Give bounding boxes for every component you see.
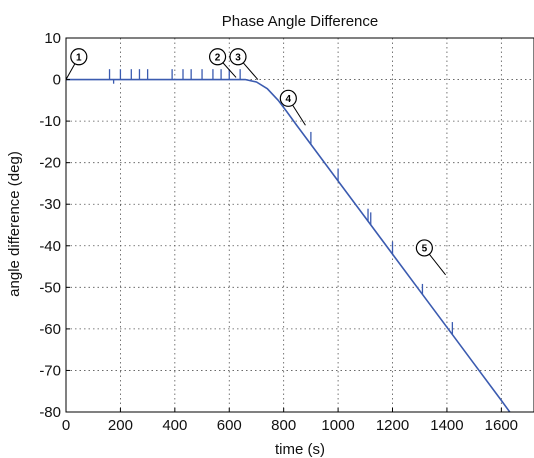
y-tick-label: 0 <box>53 72 61 89</box>
annotation-leader <box>242 62 259 80</box>
annotation-leader <box>428 253 446 276</box>
x-axis-ticks: 0 200 400 600 800 1000 1200 1400 1600 <box>62 408 518 434</box>
plot-area <box>66 38 534 412</box>
annotation-label: 4 <box>286 94 292 105</box>
annotation-label: 2 <box>215 52 221 63</box>
y-tick-label: -20 <box>39 155 61 172</box>
y-tick-label: -30 <box>39 196 61 213</box>
annotation-leader <box>65 63 76 80</box>
x-tick-label: 1000 <box>321 417 354 434</box>
annotation-marker-5: 5 <box>415 239 446 276</box>
y-tick-label: -50 <box>39 279 61 296</box>
chart-title: Phase Angle Difference <box>222 13 379 30</box>
x-tick-label: 200 <box>108 417 133 434</box>
series-line-0 <box>66 78 511 412</box>
annotation-marker-1: 1 <box>65 48 88 80</box>
y-tick-label: -10 <box>39 113 61 130</box>
annotation-circle <box>279 89 297 107</box>
x-tick-label: 600 <box>217 417 242 434</box>
annotation-leader <box>222 62 237 78</box>
y-tick-label: -60 <box>39 321 61 338</box>
annotation-circle <box>415 239 433 257</box>
y-tick-label: 10 <box>44 30 61 47</box>
y-tick-label: -70 <box>39 362 61 379</box>
x-tick-label: 1600 <box>485 417 518 434</box>
x-axis-label: time (s) <box>275 441 325 458</box>
y-axis-label: angle difference (deg) <box>6 151 23 297</box>
annotation-marker-3: 3 <box>229 48 259 80</box>
series-layer <box>66 69 511 412</box>
annotation-marker-4: 4 <box>279 89 306 126</box>
annotation-leader <box>292 104 306 126</box>
x-tick-label: 0 <box>62 417 70 434</box>
annotation-marker-2: 2 <box>208 48 237 78</box>
annotation-label: 3 <box>235 52 241 63</box>
annotation-circle <box>70 48 88 66</box>
annotation-label: 5 <box>422 243 428 254</box>
x-tick-label: 400 <box>162 417 187 434</box>
grid-lines <box>66 38 534 412</box>
y-axis-ticks: 10 0 -10 -20 -30 -40 -50 -60 -70 -80 <box>39 30 70 421</box>
y-tick-label: -80 <box>39 404 61 421</box>
annotation-circle <box>229 48 247 66</box>
x-tick-label: 800 <box>271 417 296 434</box>
y-tick-label: -40 <box>39 238 61 255</box>
x-tick-label: 1400 <box>430 417 463 434</box>
plot-border <box>65 37 534 413</box>
annotations: 1 2 3 4 5 <box>65 48 446 276</box>
annotation-label: 1 <box>76 52 82 63</box>
annotation-circle <box>208 48 227 66</box>
x-tick-label: 1200 <box>376 417 409 434</box>
